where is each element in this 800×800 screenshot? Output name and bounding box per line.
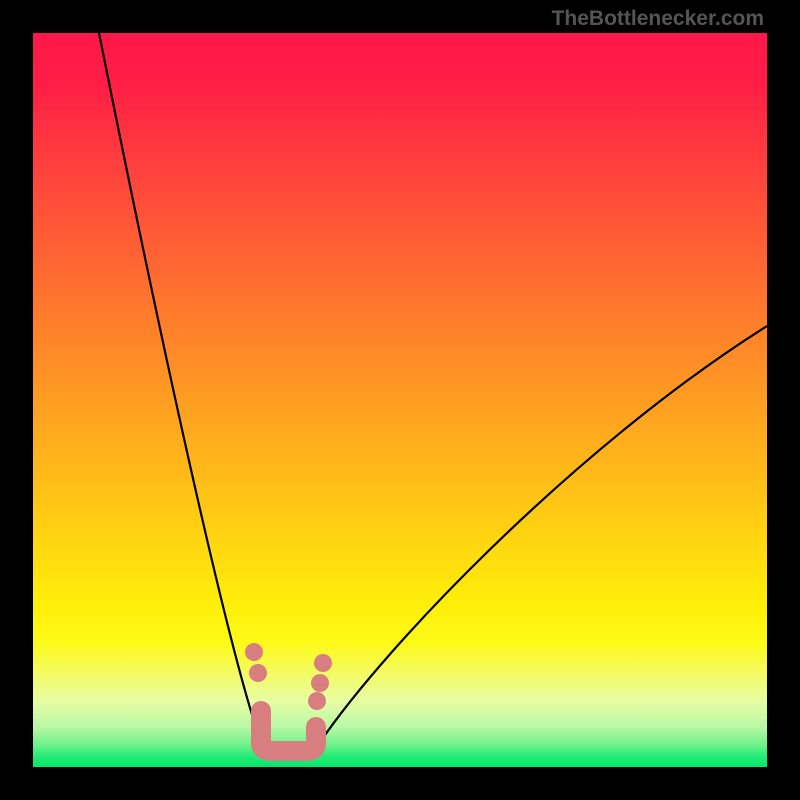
marker-dot [249, 664, 267, 682]
watermark-text: TheBottlenecker.com [552, 7, 764, 31]
marker-dot [245, 643, 263, 661]
chart-root: TheBottlenecker.com [0, 0, 800, 800]
curve-overlay [33, 33, 767, 767]
plot-area [33, 33, 767, 767]
marker-dot [311, 674, 329, 692]
right-curve [313, 326, 767, 753]
marker-dot [308, 692, 326, 710]
marker-dot [314, 654, 332, 672]
valley-u-marker [261, 711, 316, 751]
left-curve [98, 28, 265, 753]
valley-marker-dots [245, 643, 332, 710]
